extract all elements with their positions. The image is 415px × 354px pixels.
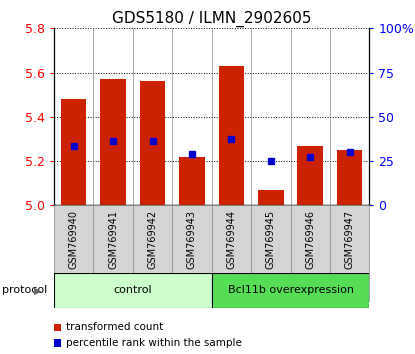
- Text: protocol: protocol: [2, 285, 47, 295]
- Bar: [258, 190, 283, 205]
- Bar: [133, 205, 172, 301]
- Title: GDS5180 / ILMN_2902605: GDS5180 / ILMN_2902605: [112, 11, 311, 27]
- Text: GSM769942: GSM769942: [147, 210, 158, 269]
- Text: control: control: [113, 285, 152, 295]
- Bar: [100, 79, 126, 205]
- Bar: [54, 273, 212, 308]
- Bar: [251, 205, 290, 301]
- Bar: [298, 145, 323, 205]
- Bar: [140, 81, 165, 205]
- Text: GSM769943: GSM769943: [187, 210, 197, 269]
- Text: GSM769947: GSM769947: [344, 210, 355, 269]
- Text: GSM769940: GSM769940: [68, 210, 79, 269]
- Text: GSM769945: GSM769945: [266, 210, 276, 269]
- Text: percentile rank within the sample: percentile rank within the sample: [66, 338, 242, 348]
- Bar: [93, 205, 133, 301]
- Bar: [212, 273, 369, 308]
- Bar: [330, 205, 369, 301]
- Text: GSM769944: GSM769944: [226, 210, 237, 269]
- Text: ▶: ▶: [34, 285, 42, 295]
- Text: transformed count: transformed count: [66, 322, 163, 332]
- Text: GSM769946: GSM769946: [305, 210, 315, 269]
- Bar: [61, 99, 86, 205]
- Bar: [179, 156, 205, 205]
- Text: GSM769941: GSM769941: [108, 210, 118, 269]
- Bar: [212, 205, 251, 301]
- Bar: [54, 205, 93, 301]
- Text: Bcl11b overexpression: Bcl11b overexpression: [227, 285, 354, 295]
- Bar: [337, 150, 362, 205]
- Bar: [290, 205, 330, 301]
- Bar: [172, 205, 212, 301]
- Bar: [219, 66, 244, 205]
